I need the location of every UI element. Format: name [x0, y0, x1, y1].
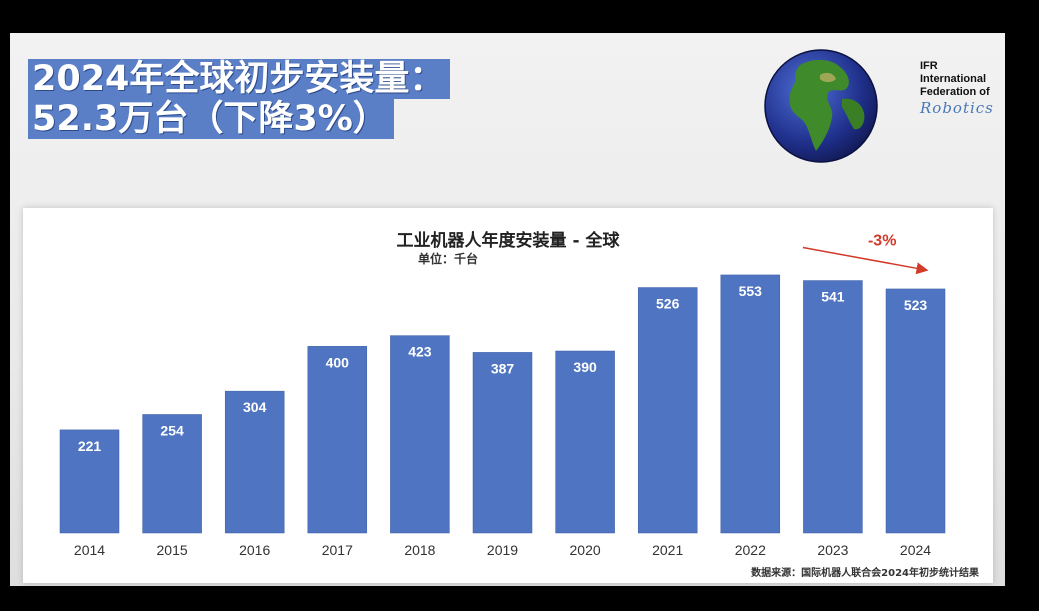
headline: 2024年全球初步安装量： 52.3万台（下降3%） — [28, 59, 451, 139]
logo-line-2: International — [920, 73, 987, 85]
chart-panel: 工业机器人年度安装量 - 全球 单位：千台 221 254 304 400 423 387… — [23, 208, 993, 583]
ifr-logo: IFR International Federation of Robotics — [920, 60, 1005, 117]
data-label-2024: 523 — [904, 297, 928, 313]
tick-label-2020: 2020 — [570, 542, 601, 558]
logo-script: Robotics — [920, 99, 994, 117]
bar-2022 — [720, 274, 781, 534]
data-label-2021: 526 — [656, 296, 680, 312]
bar-2017 — [307, 346, 368, 534]
data-label-2020: 390 — [573, 359, 597, 375]
data-label-2016: 304 — [243, 399, 267, 415]
tick-label-2019: 2019 — [487, 542, 518, 558]
data-label-2017: 400 — [326, 354, 350, 370]
slide: 2024年全球初步安装量： 52.3万台（下降3%） IFR Internati… — [10, 33, 1005, 586]
chart-subtitle: 单位：千台 — [418, 252, 479, 266]
data-label-2022: 553 — [739, 283, 763, 299]
bar-2018 — [390, 335, 450, 534]
data-label-2023: 541 — [821, 289, 845, 305]
logo-line-3: Federation of — [920, 86, 990, 98]
data-label-2018: 423 — [408, 344, 432, 360]
data-label-2014: 221 — [78, 438, 102, 454]
tick-label-2017: 2017 — [322, 542, 353, 558]
bar-2014 — [59, 429, 120, 534]
tick-label-2015: 2015 — [157, 542, 188, 558]
tick-label-2024: 2024 — [900, 542, 931, 558]
bar-2016 — [224, 390, 285, 534]
data-label-2019: 387 — [491, 360, 515, 376]
annotation-label: -3% — [868, 233, 896, 250]
tick-label-2023: 2023 — [817, 542, 848, 558]
bar-2021 — [637, 287, 698, 534]
data-source: 数据来源：国际机器人联合会2024年初步统计结果 — [751, 568, 979, 579]
bar-2015 — [142, 414, 202, 534]
bar-2019 — [472, 352, 533, 534]
bar-chart: 221 254 304 400 423 387 390 526 553 541 523 2014 20… — [59, 233, 946, 558]
bar-2023 — [803, 280, 863, 534]
bar-2020 — [555, 350, 615, 534]
tick-label-2022: 2022 — [735, 542, 766, 558]
tick-label-2021: 2021 — [652, 542, 683, 558]
headline-line-1: 2024年全球初步安装量： — [28, 59, 451, 99]
data-label-2015: 254 — [160, 422, 184, 438]
tick-label-2014: 2014 — [74, 542, 105, 558]
tick-label-2018: 2018 — [404, 542, 435, 558]
tick-label-2016: 2016 — [239, 542, 270, 558]
bar-2024 — [885, 288, 946, 534]
chart-title: 工业机器人年度安装量 - 全球 — [396, 231, 620, 251]
annotation-arrow — [802, 246, 929, 275]
globe-icon — [764, 49, 878, 163]
headline-line-2: 52.3万台（下降3%） — [28, 99, 394, 139]
logo-line-1: IFR — [920, 60, 938, 72]
